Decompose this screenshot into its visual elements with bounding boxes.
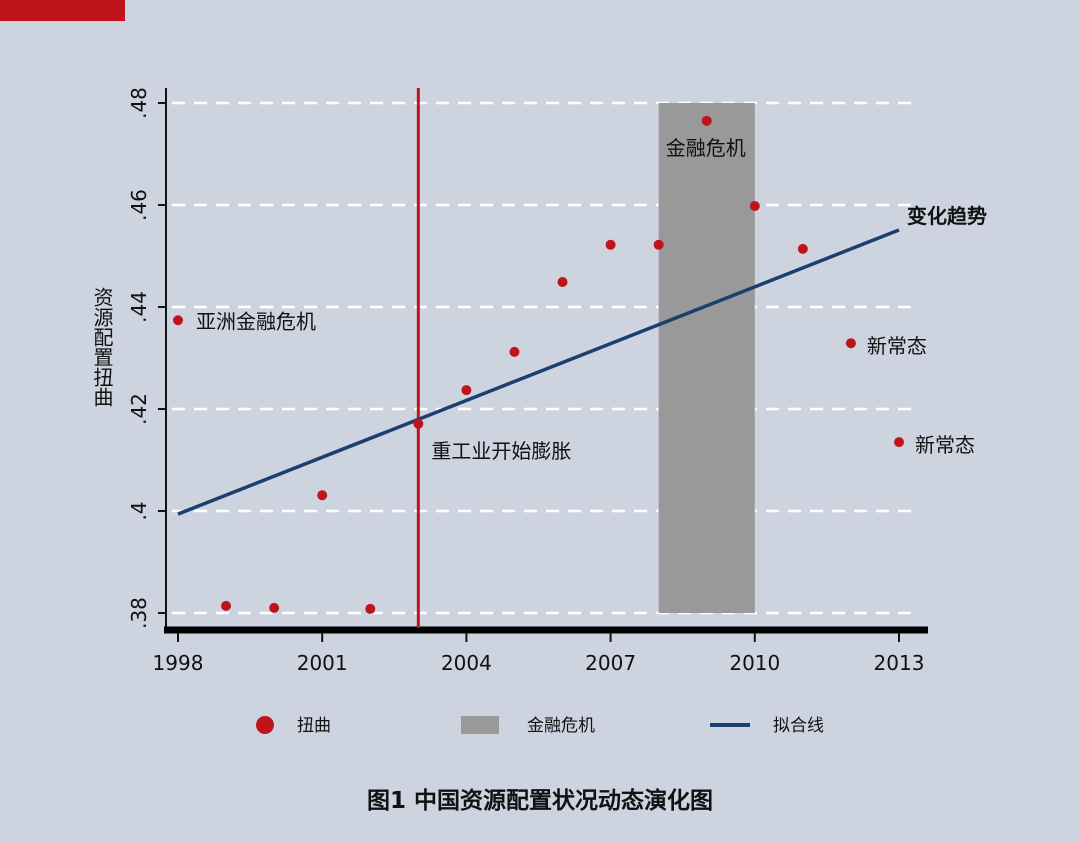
y-tick-label: .44	[127, 291, 151, 323]
annotation-label: 新常态	[915, 433, 975, 457]
annotation-label: 新常态	[867, 334, 927, 358]
legend-label: 扭曲	[297, 716, 331, 736]
data-point	[797, 243, 808, 254]
legend-label: 拟合线	[773, 716, 824, 736]
financial-crisis-band	[658, 103, 755, 613]
header-accent-bar	[0, 0, 125, 21]
annotation-label: 亚洲金融危机	[196, 309, 316, 333]
y-tick-label: .4	[127, 501, 151, 520]
data-point	[317, 490, 328, 501]
data-point	[221, 600, 232, 611]
y-axis-label: 资源配置扭曲	[90, 287, 114, 407]
y-tick-label: .38	[127, 597, 151, 629]
data-point	[365, 603, 376, 614]
y-tick-label: .48	[127, 87, 151, 119]
data-point	[557, 277, 568, 288]
data-point	[413, 418, 424, 429]
legend-marker-scatter	[256, 716, 274, 734]
data-point	[605, 239, 616, 250]
y-tick-label: .42	[127, 393, 151, 425]
annotation-label: 重工业开始膨胀	[431, 439, 571, 463]
data-point	[845, 338, 856, 349]
x-tick-label: 2013	[874, 651, 925, 675]
y-tick-label: .46	[127, 189, 151, 221]
x-tick-label: 2010	[729, 651, 780, 675]
annotation-label: 变化趋势	[907, 204, 987, 228]
chart-title: 图1 中国资源配置状况动态演化图	[367, 787, 713, 814]
data-point	[173, 315, 183, 326]
legend-marker-band	[461, 716, 499, 734]
x-tick-label: 2001	[297, 651, 348, 675]
data-point	[653, 239, 664, 250]
x-tick-label: 1998	[153, 651, 204, 675]
data-point	[461, 385, 472, 396]
x-tick-label: 2007	[585, 651, 636, 675]
data-point	[269, 602, 280, 613]
fit-line	[177, 228, 900, 516]
legend-label: 金融危机	[527, 716, 595, 736]
data-point	[509, 346, 520, 357]
annotation-label: 金融危机	[666, 136, 746, 160]
data-point	[749, 201, 760, 212]
x-tick-label: 2004	[441, 651, 492, 675]
data-point	[701, 115, 712, 126]
data-point	[894, 437, 904, 448]
